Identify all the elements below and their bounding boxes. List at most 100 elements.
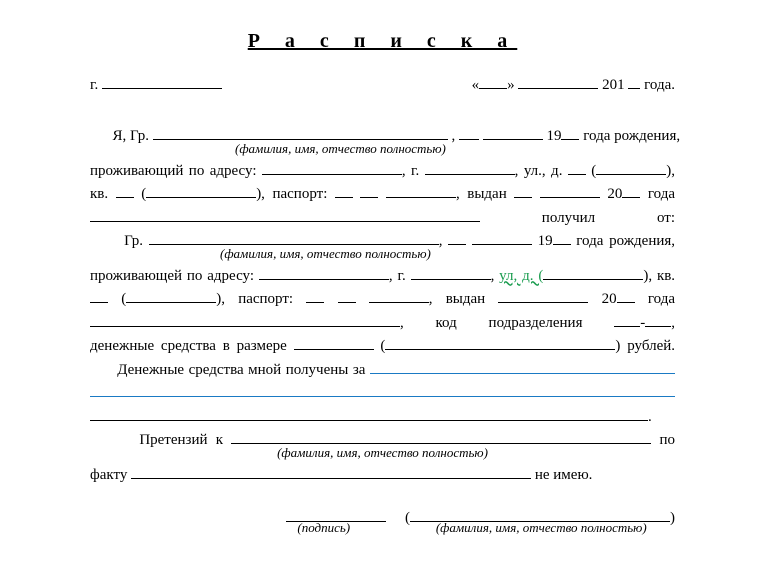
blank: [622, 182, 640, 198]
fact-tail: не имею.: [535, 467, 593, 483]
money-line: денежные средства в размере () рублей.: [90, 334, 675, 358]
city-block: г.: [90, 73, 222, 94]
payee-issued-y: 20: [607, 186, 622, 202]
payer-lead: Гр.: [124, 233, 143, 249]
blank: [568, 159, 586, 175]
year-prefix: 201: [602, 77, 625, 93]
purpose-line2: [90, 381, 675, 405]
blank: [459, 124, 479, 140]
received-from: получил от: [542, 210, 671, 226]
payee-issued-suf: года: [648, 186, 675, 202]
blank: [116, 182, 134, 198]
sign-hint: (подпись): [274, 521, 374, 534]
header-row: г. « » 201 года.: [90, 73, 675, 94]
payee-addr-line: проживающий по адресу: , г. , ул., д. ()…: [90, 159, 675, 183]
purpose-lead: Денежные средства мной получены за: [117, 362, 365, 378]
payee-city: г.: [411, 163, 419, 179]
blank: [617, 287, 635, 303]
blank: [425, 159, 515, 175]
blank: [360, 182, 378, 198]
blank: [411, 264, 491, 280]
claims-lead: Претензий к: [139, 432, 223, 448]
doc-title: Р а с п и с к а: [90, 30, 675, 53]
payer-issued: выдан: [446, 291, 485, 307]
blank: [540, 182, 600, 198]
blank: [126, 287, 216, 303]
payer-dept-line: , код подразделения -,: [90, 311, 675, 335]
blank: [369, 287, 429, 303]
city-prefix: г.: [90, 77, 98, 93]
payee-yob-mid: 19: [546, 128, 561, 144]
blank: [90, 287, 108, 303]
blank: [386, 182, 456, 198]
year-suffix: года.: [644, 77, 675, 93]
month-blank: [518, 73, 598, 89]
payee-fio-hint: (фамилия, имя, отчество полностью): [235, 142, 446, 155]
payer-passport-line: (), паспорт: , выдан 20 года: [90, 287, 675, 311]
payee-issued: выдан: [467, 186, 506, 202]
payee-apt: кв.: [90, 186, 108, 202]
payee-issuer-line: получил от:: [90, 206, 675, 230]
blank: [561, 124, 579, 140]
blank: [90, 405, 648, 421]
fact-lead: факту: [90, 467, 127, 483]
blank: [146, 182, 256, 198]
blank: [614, 311, 640, 327]
sig-hint-row: (подпись) (фамилия, имя, отчество полнос…: [90, 521, 675, 536]
payer-street: ул, д. (: [499, 268, 543, 284]
date-block: « » 201 года.: [472, 73, 675, 94]
payer-passport: паспорт:: [238, 291, 293, 307]
blank: [335, 182, 353, 198]
blank: [259, 264, 389, 280]
payee-passport-line: кв. (), паспорт: , выдан 20 года: [90, 182, 675, 206]
date-open: «: [472, 77, 480, 93]
claims-hint: (фамилия, имя, отчество полностью): [277, 446, 488, 459]
blank: [262, 159, 402, 175]
purpose-line3: .: [90, 405, 675, 429]
blank: [553, 229, 571, 245]
blank: [514, 182, 532, 198]
blank: [338, 287, 356, 303]
blank: [90, 381, 675, 397]
payer-dept: код подразделения: [436, 315, 583, 331]
claims-mid: по: [659, 432, 675, 448]
payer-city: г.: [397, 268, 405, 284]
blank: [543, 264, 643, 280]
blank: [231, 428, 651, 444]
day-blank: [479, 73, 507, 89]
blank: [370, 358, 675, 374]
blank: [645, 311, 671, 327]
blank: [498, 287, 588, 303]
payer-yob-mid: 19: [538, 233, 553, 249]
blank: [385, 334, 615, 350]
payee-street: ул., д.: [524, 163, 563, 179]
money-rub: рублей.: [627, 338, 675, 354]
claims-line2: факту не имею.: [90, 463, 675, 487]
payee-addr-lead: проживающий по адресу:: [90, 163, 256, 179]
payer-fio-blank: [149, 229, 439, 245]
blank: [448, 229, 466, 245]
payee-passport: паспорт:: [272, 186, 327, 202]
blank: [294, 334, 374, 350]
date-close: »: [507, 77, 515, 93]
payer-yob-suf: года рождения,: [576, 233, 675, 249]
payer-issued-y: 20: [602, 291, 617, 307]
blank: [472, 229, 532, 245]
payee-lead: Я, Гр.: [113, 128, 149, 144]
blank: [131, 463, 531, 479]
payee-fio-blank: [153, 124, 448, 140]
blank: [306, 287, 324, 303]
blank: [90, 206, 480, 222]
payer-addr-lead: проживающей по адресу:: [90, 268, 254, 284]
money-lead: денежные средства в размере: [90, 338, 287, 354]
city-blank: [102, 73, 222, 89]
blank: [596, 159, 666, 175]
payee-yob-suf: года рождения,: [583, 128, 680, 144]
payer-issued-suf: года: [648, 291, 675, 307]
purpose-line1: Денежные средства мной получены за: [90, 358, 675, 382]
payer-apt: кв.: [657, 268, 675, 284]
payer-fio-hint: (фамилия, имя, отчество полностью): [220, 247, 431, 260]
blank: [483, 124, 543, 140]
name-hint: (фамилия, имя, отчество полностью): [411, 521, 671, 534]
payer-addr-line: проживающей по адресу: , г. , ул, д. (),…: [90, 264, 675, 288]
